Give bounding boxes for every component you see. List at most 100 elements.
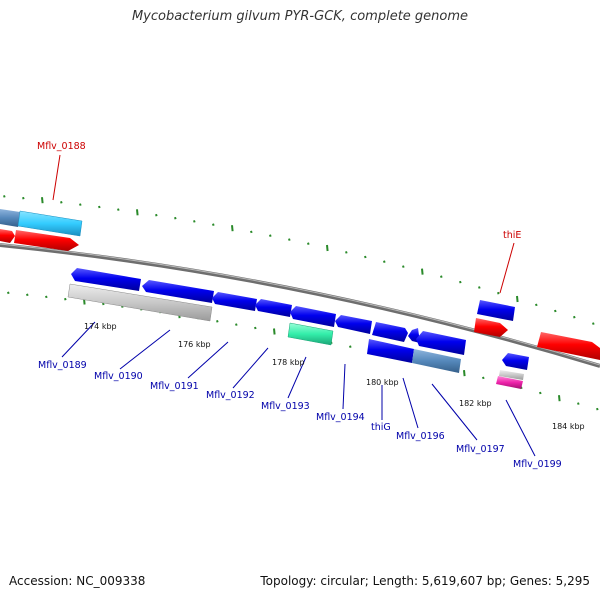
- minor-tick: [497, 291, 500, 295]
- minor-tick: [349, 345, 352, 348]
- gene-label-Mflv_0192[interactable]: Mflv_0192: [206, 390, 255, 401]
- genome-backbone: [0, 243, 600, 368]
- feature-red-left-edge[interactable]: [0, 229, 15, 243]
- scale-label-184: 184 kbp: [552, 422, 585, 431]
- leader-Mflv_0197: [431, 383, 478, 441]
- gene-label-thiG[interactable]: thiG: [371, 422, 391, 433]
- minor-tick: [64, 297, 67, 301]
- feature-thiE[interactable]: [474, 318, 508, 337]
- minor-tick: [26, 293, 29, 297]
- leader-Mflv_0192: [232, 347, 269, 389]
- minor-tick: [440, 275, 443, 278]
- feature-thiE-blue[interactable]: [477, 300, 515, 321]
- feature-Mflv_0199-blue[interactable]: [502, 353, 529, 370]
- genome-backbone-highlight: [0, 243, 600, 366]
- gene-label-Mflv_0188[interactable]: Mflv_0188: [37, 141, 86, 152]
- minor-tick: [155, 213, 158, 217]
- minor-tick: [535, 303, 538, 307]
- minor-tick: [254, 326, 257, 330]
- minor-tick: [102, 302, 105, 306]
- scale-label-176: 176 kbp: [178, 340, 211, 349]
- minor-tick: [573, 315, 576, 319]
- feature-Mflv_0188[interactable]: [17, 210, 83, 237]
- minor-tick: [117, 208, 120, 211]
- feature-Mflv_0193[interactable]: [290, 306, 336, 327]
- gene-label-Mflv_0196[interactable]: Mflv_0196: [396, 431, 445, 442]
- minor-tick: [193, 220, 196, 223]
- major-tick: [136, 209, 139, 216]
- minor-tick: [79, 203, 82, 206]
- feature-thiG[interactable]: [372, 322, 408, 342]
- leader-Mflv_0189: [61, 321, 96, 358]
- major-tick: [231, 225, 234, 232]
- feature-Mflv_0192[interactable]: [255, 299, 292, 317]
- minor-tick: [482, 376, 485, 380]
- feature-Mflv_0197[interactable]: [416, 331, 466, 355]
- minor-tick: [174, 216, 177, 220]
- gene-label-Mflv_0199[interactable]: Mflv_0199: [513, 459, 562, 470]
- minor-tick: [383, 260, 386, 263]
- feature-red-right[interactable]: [537, 332, 600, 360]
- gene-label-Mflv_0197[interactable]: Mflv_0197: [456, 444, 505, 455]
- feature-blue-bar-lower[interactable]: [367, 339, 414, 363]
- gene-label-Mflv_0190[interactable]: Mflv_0190: [94, 371, 143, 382]
- gene-label-thiE[interactable]: thiE: [503, 230, 521, 241]
- gene-label-Mflv_0191[interactable]: Mflv_0191: [150, 381, 199, 392]
- topology-text: Topology: circular; Length: 5,619,607 bp…: [260, 574, 590, 588]
- feature-red-0188-strand[interactable]: [14, 230, 79, 251]
- scale-label-180: 180 kbp: [366, 378, 399, 387]
- scale-label-174: 174 kbp: [84, 322, 117, 331]
- minor-tick: [45, 295, 48, 299]
- minor-tick: [364, 255, 367, 259]
- minor-tick: [459, 280, 462, 284]
- major-tick: [273, 328, 276, 335]
- minor-tick: [402, 265, 405, 268]
- leader-Mflv_0190: [119, 329, 171, 370]
- feature-Mflv_0191[interactable]: [212, 292, 257, 311]
- leader-thiE: [499, 242, 515, 294]
- gene-label-Mflv_0193[interactable]: Mflv_0193: [261, 401, 310, 412]
- minor-tick: [3, 195, 6, 198]
- minor-tick: [577, 402, 580, 405]
- minor-tick: [539, 391, 542, 395]
- minor-tick: [307, 242, 310, 245]
- feature-green-block[interactable]: [287, 322, 334, 346]
- feature-Mflv_0189[interactable]: [71, 268, 141, 291]
- minor-tick: [345, 251, 348, 254]
- minor-tick: [216, 320, 219, 323]
- leader-Mflv_0194: [342, 363, 346, 410]
- accession-text: Accession: NC_009338: [9, 574, 146, 588]
- minor-tick: [596, 407, 599, 411]
- minor-tick: [250, 230, 253, 234]
- leader-Mflv_0193: [287, 356, 307, 399]
- feature-grey-block[interactable]: [67, 283, 213, 322]
- major-tick: [421, 268, 424, 275]
- feature-Mflv_0199-pink[interactable]: [496, 376, 523, 389]
- minor-tick: [592, 322, 595, 325]
- feature-Mflv_0190[interactable]: [142, 280, 214, 303]
- minor-tick: [98, 205, 101, 209]
- scale-label-182: 182 kbp: [459, 399, 492, 408]
- minor-tick: [235, 323, 238, 326]
- minor-tick: [554, 309, 557, 313]
- minor-tick: [22, 196, 25, 200]
- minor-tick: [60, 201, 63, 204]
- feature-Mflv_0199-grey[interactable]: [499, 370, 524, 380]
- minor-tick: [269, 234, 272, 237]
- scale-label-178: 178 kbp: [272, 358, 305, 367]
- map-title: Mycobacterium gilvum PYR-GCK, complete g…: [131, 9, 469, 24]
- gene-label-Mflv_0189[interactable]: Mflv_0189: [38, 360, 87, 371]
- feature-steel-bar-lower[interactable]: [412, 349, 461, 373]
- major-tick: [516, 295, 519, 303]
- major-tick: [326, 244, 329, 252]
- minor-tick: [288, 238, 291, 241]
- leader-Mflv_0196: [402, 377, 419, 429]
- leader-Mflv_0199: [505, 399, 536, 457]
- minor-tick: [212, 223, 215, 226]
- leader-Mflv_0191: [187, 341, 229, 379]
- major-tick: [463, 370, 466, 377]
- feature-Mflv_0188-steel[interactable]: [0, 209, 20, 227]
- feature-Mflv_0194[interactable]: [335, 315, 372, 334]
- gene-label-Mflv_0194[interactable]: Mflv_0194: [316, 412, 365, 423]
